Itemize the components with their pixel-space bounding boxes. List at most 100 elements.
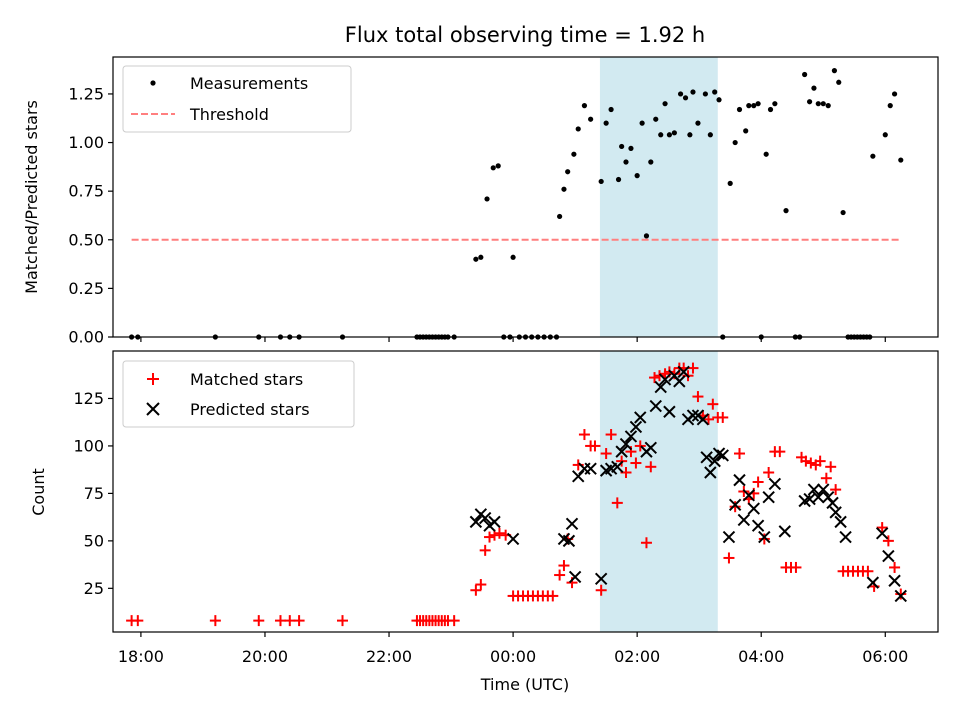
matched-point [805,457,817,469]
measurement-point [671,130,677,136]
measurement-point [716,97,722,103]
predicted-point-b [888,574,901,587]
predicted-point [716,449,729,462]
measurement-point [736,106,743,113]
measurement-point [891,91,898,97]
predicted-point-b [882,549,895,563]
legend-matched-marker [147,373,159,385]
predicted-point-b [751,519,765,532]
measurement-point [783,208,789,214]
predicted-point-b [747,502,760,515]
matched-point [475,579,487,591]
matched-point [253,615,265,627]
predicted-point-b [834,515,847,529]
x-tick-label: 20:00 [242,647,288,666]
matched-point [734,448,746,460]
y-tick-label: 50 [84,531,104,550]
measurement-point [484,196,490,202]
matched-point [653,370,665,382]
bottom-panel: 25 50 75 100 125 18:00 20:00 22:00 00:00 02:00 04… [29,350,939,694]
predicted-point [629,420,643,434]
predicted-point [882,549,895,563]
x-tick-label: 04:00 [738,647,784,666]
predicted-point [594,572,608,586]
predicted-point [737,513,751,527]
measurement-point [495,163,501,169]
matched-point [640,537,652,549]
predicted-point [758,530,771,544]
measurement-point [763,151,769,157]
bottom-y-axis-label: Count [29,468,48,516]
measurement-point [561,186,567,192]
matched-point [589,440,601,452]
predicted-point-b [568,570,582,584]
x-tick-label: 02:00 [614,647,660,666]
predicted-point-b [758,530,771,544]
matched-point [729,501,741,513]
measurement-point [815,101,821,107]
predicted-point [624,430,638,443]
top-panel: 0.00 0.25 0.50 0.75 1.00 1.25 Matched/Predict… [22,56,939,347]
matched-point [687,362,699,374]
measurement-point [608,106,614,113]
y-tick-label: 100 [73,436,104,455]
bottom-legend: Matched stars Predicted stars [122,360,355,428]
y-tick-label: 0.75 [68,182,104,201]
legend-predicted-label: Predicted stars [190,400,310,419]
predicted-point [488,515,501,529]
y-tick-label: 1.00 [68,133,104,152]
predicted-point-b [658,373,672,386]
matched-point [448,615,460,627]
y-tick-label: 1.25 [68,84,104,103]
predicted-point-b [803,492,816,506]
matched-point [595,584,607,596]
measurement-point [687,132,693,138]
measurement-point [662,101,668,107]
predicted-point [768,477,782,491]
predicted-point-b [629,420,643,434]
predicted-point-b [700,451,713,464]
predicted-point-b [677,365,690,379]
measurement-point [820,101,826,107]
measurement-point [643,233,650,239]
measurement-point [598,178,604,185]
matched-point [479,544,491,556]
predicted-point [742,489,756,502]
predicted-point-b [562,534,576,548]
measurement-point [732,139,738,146]
predicted-point-b [826,496,839,510]
predicted-point [829,506,842,519]
predicted-point [673,375,686,388]
predicted-point-b [839,530,852,544]
predicted-point [565,517,579,530]
predicted-point [778,525,791,538]
predicted-point-b [619,437,633,451]
predicted-point [751,519,765,532]
predicted-point-b [584,462,597,475]
matched-point [723,552,735,564]
predicted-point [839,530,852,544]
y-tick-label: 25 [84,579,104,598]
matched-point [862,565,874,577]
predicted-point-b [469,515,483,529]
measurement-point [898,157,904,163]
predicted-point [654,380,667,394]
measurement-point [581,103,588,109]
measurement-point [478,254,484,260]
predicted-point-b [712,447,726,460]
measurement-point [588,116,594,122]
matched-point [554,569,566,581]
predicted-point-b [875,527,889,540]
legend-threshold-label: Threshold [189,105,269,124]
matched-point [814,455,826,467]
measurement-point [619,143,625,150]
predicted-point-b [728,498,742,511]
y-tick-label: 0.50 [68,230,104,249]
predicted-point-b [807,483,821,496]
measurement-point [825,103,831,109]
measurement-point [623,159,629,165]
matched-point [634,440,646,452]
predicted-point [888,574,901,587]
matched-point [800,455,812,467]
